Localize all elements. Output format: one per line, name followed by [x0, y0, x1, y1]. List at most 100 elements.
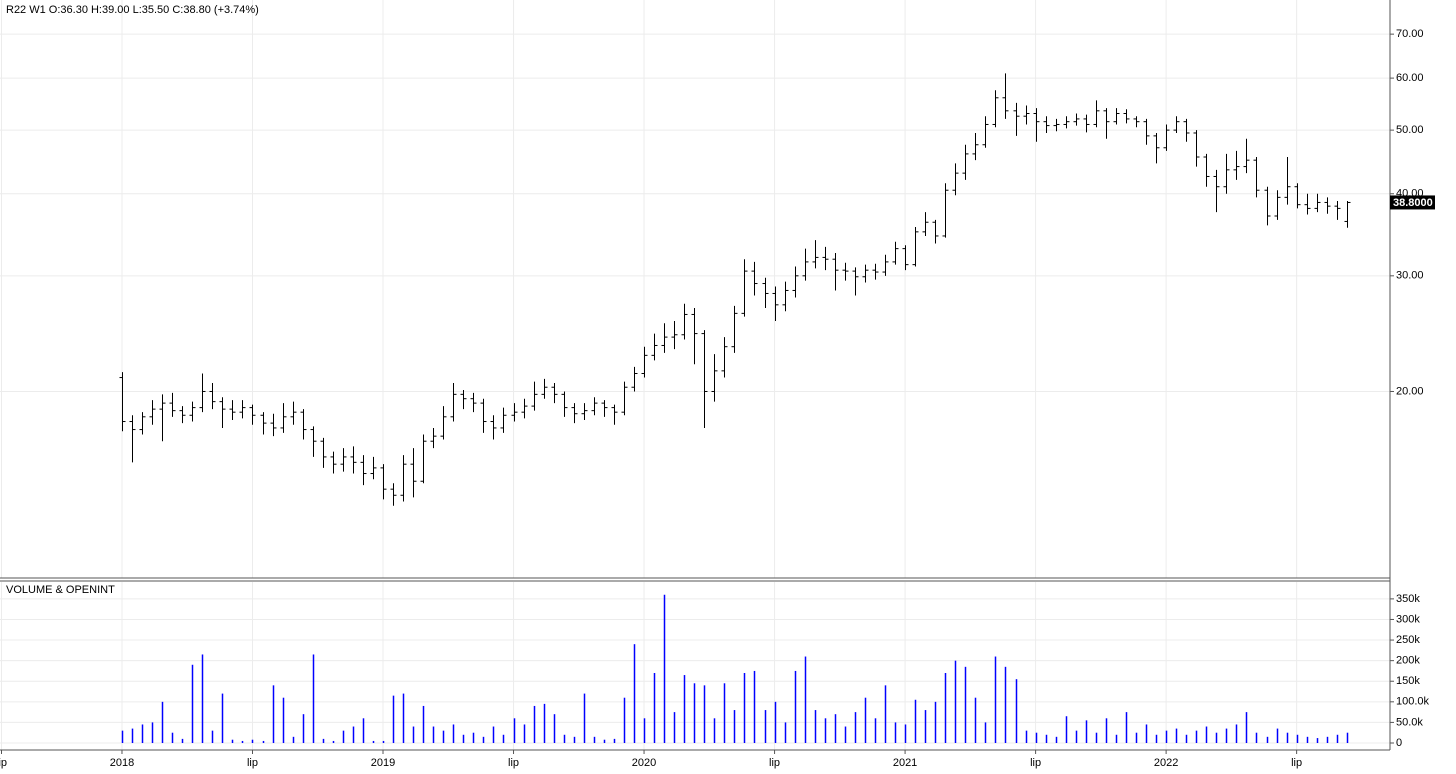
ohlc-bar — [872, 263, 879, 280]
ohlc-bar — [571, 403, 578, 424]
ohlc-bar — [430, 427, 437, 449]
ohlc-bar — [500, 407, 507, 433]
ohlc-bar — [892, 241, 899, 265]
ohlc-bar — [1053, 118, 1060, 132]
ohlc-bar — [561, 391, 568, 417]
x-tick-label: 2020 — [632, 757, 656, 769]
ohlc-bar — [480, 398, 487, 433]
ohlc-bar — [731, 305, 738, 353]
ohlc-bar — [1133, 116, 1140, 128]
ohlc-bar — [782, 281, 789, 312]
ohlc-bar — [1063, 116, 1070, 129]
ohlc-bar — [962, 144, 969, 180]
ohlc-bar — [661, 323, 668, 353]
y-tick-label: 100.0k — [1396, 696, 1430, 708]
ohlc-bar — [410, 448, 417, 498]
ohlc-bar — [912, 227, 919, 267]
x-tick-label: 2021 — [893, 757, 917, 769]
ohlc-bar — [581, 403, 588, 420]
ohlc-bar — [440, 406, 447, 440]
ohlc-bar — [199, 373, 206, 413]
ohlc-bar — [1324, 197, 1331, 214]
ohlc-bar — [450, 383, 457, 422]
ohlc-bar — [260, 412, 267, 435]
ohlc-bar — [209, 383, 216, 410]
y-tick-label: 350k — [1396, 593, 1420, 605]
ohlc-bar — [762, 277, 769, 308]
y-tick-label: 60.00 — [1396, 72, 1424, 84]
ohlc-bar — [531, 381, 538, 411]
ohlc-bar — [1013, 102, 1020, 136]
ohlc-bar — [320, 437, 327, 468]
ohlc-bar — [249, 404, 256, 425]
ohlc-bar — [521, 398, 528, 419]
x-tick-label: 2018 — [110, 757, 134, 769]
ohlc-bar — [119, 372, 126, 432]
ohlc-bar — [591, 397, 598, 416]
ohlc-bar — [611, 404, 618, 425]
y-tick-label: 30.00 — [1396, 270, 1424, 282]
ohlc-bar — [792, 266, 799, 298]
ohlc-bar — [982, 116, 989, 148]
y-tick-label: 50.00 — [1396, 124, 1424, 136]
ohlc-bar — [711, 354, 718, 402]
ohlc-bar — [1123, 109, 1130, 124]
ohlc-bar — [129, 415, 136, 463]
ohlc-bar — [1314, 193, 1321, 213]
ohlc-bar — [1253, 157, 1260, 198]
ohlc-bar — [701, 330, 708, 428]
last-price-box — [1390, 195, 1435, 210]
ohlc-bar — [300, 409, 307, 440]
ohlc-bar — [380, 464, 387, 500]
ohlc-bar — [1083, 114, 1090, 133]
ohlc-bar — [992, 90, 999, 128]
ohlc-bar — [922, 212, 929, 236]
ohlc-bar — [852, 267, 859, 296]
ohlc-bar — [1233, 150, 1240, 180]
ohlc-bar — [1344, 200, 1351, 228]
ohlc-bar — [360, 455, 367, 486]
ohlc-bar — [691, 307, 698, 365]
ohlc-bar — [370, 456, 377, 480]
ohlc-bar — [621, 381, 628, 416]
y-tick-label: 250k — [1396, 634, 1420, 646]
ohlc-bar — [330, 451, 337, 474]
ohlc-bar — [1203, 153, 1210, 187]
ohlc-bar — [149, 400, 156, 425]
y-tick-label: 150k — [1396, 675, 1420, 687]
ohlc-bar — [460, 390, 467, 410]
ohlc-bar — [882, 254, 889, 276]
ohlc-bar — [1193, 130, 1200, 167]
ohlc-bar — [1294, 183, 1301, 209]
ohlc-bar — [490, 415, 497, 440]
ohlc-bar — [1274, 190, 1281, 220]
chart-title: R22 W1 O:36.30 H:39.00 L:35.50 C:38.80 (… — [6, 4, 259, 16]
ohlc-bar — [239, 400, 246, 419]
ohlc-bar — [972, 132, 979, 161]
ohlc-bar — [932, 219, 939, 244]
ohlc-bar — [862, 264, 869, 283]
ohlc-bar — [842, 262, 849, 281]
x-tick-label: lip — [769, 757, 780, 769]
ohlc-bar — [772, 286, 779, 322]
y-tick-label: 70.00 — [1396, 28, 1424, 40]
y-tick-label: 20.00 — [1396, 385, 1424, 397]
x-tick-label: 2019 — [371, 757, 395, 769]
ohlc-bar — [1093, 100, 1100, 128]
ohlc-bar — [169, 392, 176, 417]
ohlc-bar — [1284, 157, 1291, 205]
ohlc-bar — [751, 261, 758, 296]
ohlc-bar — [1033, 108, 1040, 142]
ohlc-bar — [350, 446, 357, 474]
x-tick-label: lip — [247, 757, 258, 769]
ohlc-bar — [942, 183, 949, 238]
x-tick-label: 2022 — [1154, 757, 1178, 769]
ohlc-bar — [270, 413, 277, 437]
ohlc-bar — [420, 434, 427, 484]
ohlc-bar — [1213, 169, 1220, 213]
ohlc-bar — [290, 401, 297, 425]
ohlc-bar — [179, 406, 186, 424]
axes: lip 2018 lip 2019 lip 2020 lip 2021 lip 2022 lip 20… — [0, 28, 1435, 769]
ohlc-bar — [1264, 186, 1271, 226]
